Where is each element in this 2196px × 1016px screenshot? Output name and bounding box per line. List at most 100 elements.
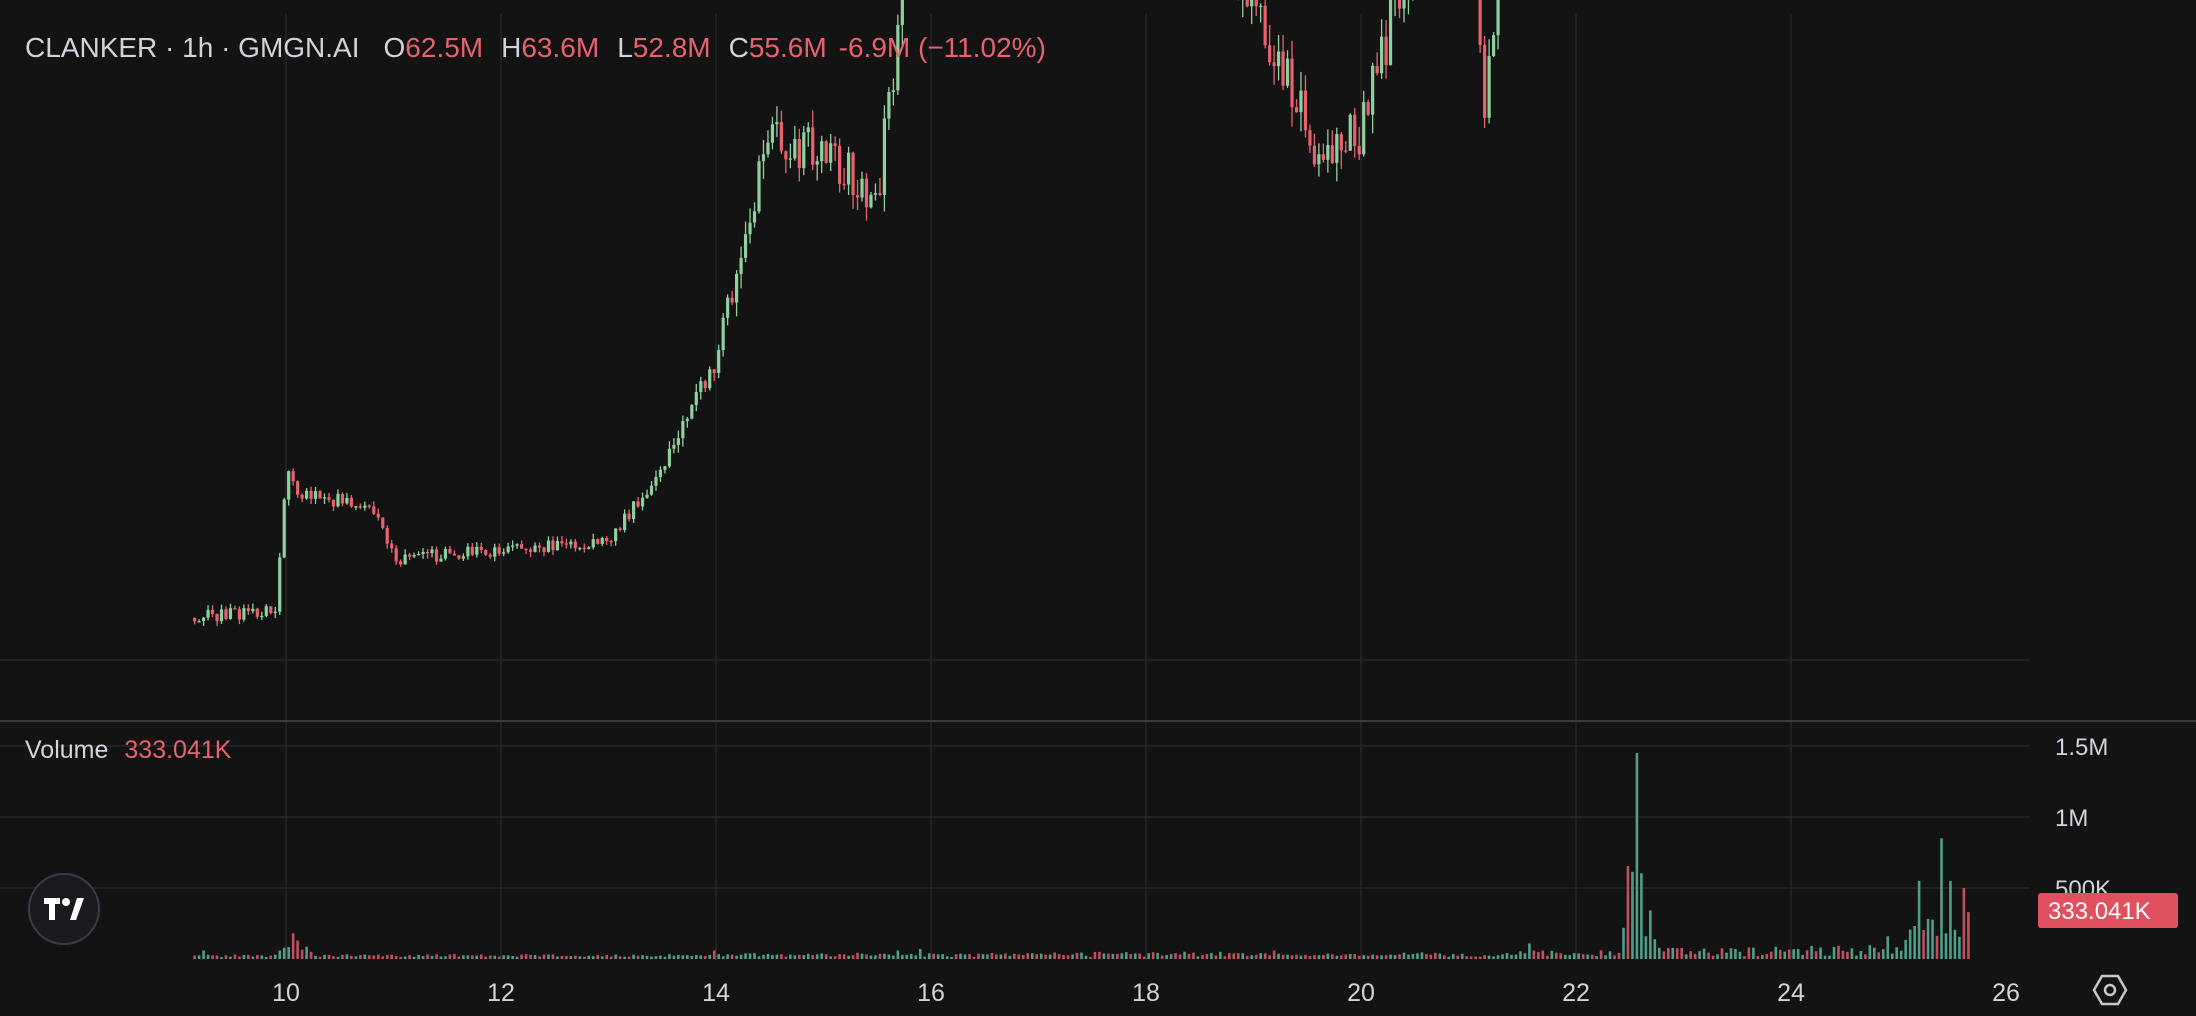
candle-body bbox=[358, 506, 362, 508]
volume-bar bbox=[1658, 947, 1661, 959]
volume-bar bbox=[1035, 954, 1039, 959]
candle-body bbox=[631, 501, 636, 520]
volume-bar bbox=[905, 954, 909, 959]
volume-bar bbox=[600, 956, 604, 959]
tradingview-logo-icon[interactable] bbox=[28, 873, 100, 945]
volume-bar bbox=[887, 954, 891, 959]
candle-body bbox=[278, 557, 282, 612]
volume-bar bbox=[457, 956, 461, 959]
volume-bar bbox=[1259, 953, 1262, 959]
volume-bar bbox=[901, 954, 904, 959]
candle-body bbox=[878, 193, 882, 195]
volume-bar bbox=[511, 956, 514, 959]
volume-bar bbox=[1662, 951, 1666, 959]
volume-bar bbox=[1649, 910, 1652, 959]
volume-bar bbox=[1375, 955, 1379, 959]
volume-bar bbox=[578, 956, 582, 959]
volume-bar bbox=[856, 952, 859, 959]
volume-bar bbox=[748, 953, 752, 959]
candle-body bbox=[475, 546, 479, 555]
candle-body bbox=[269, 606, 273, 614]
volume-bar bbox=[1057, 954, 1061, 959]
volume-bar bbox=[1366, 955, 1370, 959]
volume-bar bbox=[793, 955, 797, 959]
candle-body bbox=[488, 554, 492, 557]
volume-bar bbox=[1814, 951, 1818, 959]
volume-bar bbox=[959, 953, 962, 959]
candle-body bbox=[838, 145, 842, 184]
volume-bar bbox=[945, 956, 949, 959]
volume-bar bbox=[421, 956, 425, 959]
candle-body bbox=[1487, 56, 1491, 118]
symbol-title[interactable]: CLANKER · 1h · GMGN.AI bbox=[25, 32, 360, 63]
volume-bar bbox=[914, 955, 918, 959]
volume-bar bbox=[502, 955, 505, 959]
volume-bar bbox=[1528, 943, 1531, 959]
high-value: 63.6M bbox=[521, 32, 600, 63]
volume-bar bbox=[556, 956, 559, 959]
candle-body bbox=[497, 547, 501, 554]
candle-body bbox=[779, 122, 783, 152]
volume-bar bbox=[838, 954, 841, 959]
candle-body bbox=[743, 234, 748, 258]
volume-bar bbox=[941, 954, 944, 959]
candle-body bbox=[1303, 90, 1308, 131]
candle-body bbox=[564, 543, 568, 545]
volume-bar bbox=[1030, 953, 1034, 959]
volume-bar bbox=[1075, 952, 1079, 959]
candle-body bbox=[287, 471, 291, 500]
volume-bar bbox=[1214, 955, 1218, 959]
volume-bar bbox=[1595, 956, 1598, 959]
volume-bar bbox=[1734, 948, 1737, 959]
volume-bar bbox=[1178, 954, 1182, 959]
volume-bar bbox=[233, 954, 237, 959]
candle-body bbox=[793, 139, 797, 159]
candle-body bbox=[457, 555, 461, 559]
volume-bar bbox=[515, 956, 519, 959]
volume-bar bbox=[1666, 948, 1670, 959]
volume-bar bbox=[1008, 955, 1012, 959]
candle-body bbox=[524, 548, 528, 551]
volume-bar bbox=[1819, 947, 1822, 959]
candle-body bbox=[251, 608, 255, 612]
settings-gear-icon[interactable] bbox=[2092, 972, 2128, 1008]
candle-body bbox=[739, 257, 743, 274]
volume-bar bbox=[1389, 954, 1392, 959]
volume-bar bbox=[242, 955, 246, 959]
volume-bar bbox=[247, 954, 250, 959]
volume-bar bbox=[699, 955, 703, 959]
volume-bar bbox=[1514, 954, 1518, 959]
volume-bar bbox=[479, 954, 483, 959]
volume-bar bbox=[1823, 955, 1827, 959]
candle-body bbox=[864, 178, 869, 208]
candle-body bbox=[694, 392, 698, 406]
volume-bar bbox=[968, 954, 971, 959]
volume-bar bbox=[1810, 945, 1813, 959]
volume-bar bbox=[1492, 956, 1495, 959]
volume-bar bbox=[264, 956, 268, 959]
volume-bar bbox=[1877, 952, 1881, 959]
volume-bar bbox=[591, 956, 595, 959]
candle-body bbox=[1245, 0, 1249, 7]
candle-body bbox=[448, 548, 452, 554]
volume-bar bbox=[851, 955, 855, 959]
candle-body bbox=[784, 151, 788, 160]
candle-body bbox=[228, 608, 233, 619]
volume-bar bbox=[1846, 951, 1849, 959]
volume-bar bbox=[1165, 955, 1168, 959]
candle-body bbox=[1348, 114, 1352, 151]
candle-body bbox=[573, 541, 577, 549]
close-label: C bbox=[728, 32, 749, 63]
candle-body bbox=[322, 497, 327, 499]
volume-bar bbox=[1013, 953, 1016, 959]
candle-body bbox=[318, 491, 322, 499]
volume-bar bbox=[636, 955, 640, 959]
volume-bar bbox=[1841, 950, 1845, 959]
volume-bar bbox=[1572, 953, 1576, 959]
volume-bar bbox=[1913, 926, 1916, 959]
volume-bar bbox=[1286, 954, 1289, 959]
volume-bar bbox=[1554, 952, 1558, 959]
volume-bar bbox=[354, 956, 358, 959]
volume-bar bbox=[1510, 954, 1513, 959]
